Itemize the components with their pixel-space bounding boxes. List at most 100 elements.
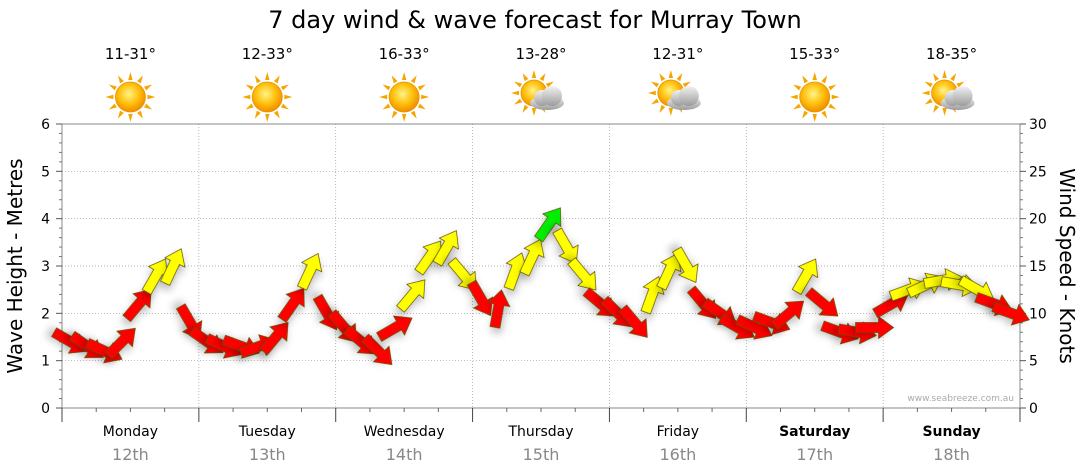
wind-arrow-shape [552,227,579,265]
wind-arrow [656,252,682,291]
wind-arrow [552,227,579,265]
right-tick-label: 0 [1029,401,1038,417]
partly-cloudy-icon [921,70,975,116]
sun-ray [650,81,659,88]
sun-ray [280,84,289,91]
left-tick-label: 5 [41,164,50,180]
sun-ray [254,75,261,84]
cloud-shape [940,86,975,110]
sun-ray [676,73,683,82]
sun-ray [802,110,809,119]
sun-rays [242,72,293,122]
wind-arrow-shape [991,301,1030,326]
left-axis-label: Wave Height - Metres [3,158,27,373]
temp-range: 12-33° [242,45,293,63]
wind-arrow [991,301,1030,326]
temp-range: 13-28° [515,45,566,63]
cloud-part [542,86,562,106]
sun-ray [245,103,254,110]
sun-ray [514,81,523,88]
wind-arrow-shape [160,248,186,286]
weather-icons-row: 11-31° 12-33° 16-33° 13-28° 12-31° 15-33° 18-3… [105,45,977,122]
sun-ray [137,75,143,84]
sun-ray [942,108,947,116]
sun-ray [382,103,391,110]
wind-arrow [567,257,597,291]
wind-arrow-shape [805,287,839,317]
wind-arrow [160,248,186,286]
sun-ray [812,72,817,80]
wind-arrow [297,252,323,291]
wind-arrow-shape [672,246,699,283]
sun-ray [514,98,523,105]
sun-disc [115,81,146,113]
sun-ray [793,103,802,110]
sun-ray [254,110,261,119]
wind-arrow-shape [487,289,511,329]
sun-ray [659,104,666,113]
wind-arrows [51,207,1030,366]
left-tick-label: 2 [41,306,50,322]
sun-ray [821,110,828,119]
grid [62,124,1020,408]
sun-ray [647,90,656,96]
sun-ray [401,72,407,80]
wind-arrow-shape [259,321,289,356]
wind-arrow [672,246,699,283]
sun-ray [117,75,124,84]
day-date: 18th [933,445,970,464]
wind-arrow-shape [567,257,597,291]
wind-arrow [686,285,717,319]
cloud-shape [530,86,564,110]
sun-ray [933,104,939,113]
wind-arrow-shape [466,279,494,317]
day-name: Saturday [779,424,850,440]
temp-range: 15-33° [789,45,840,63]
sun-ray [812,114,817,122]
wind-arrow-shape [297,252,323,291]
wind-arrow-shape [791,258,819,295]
sun-ray [128,72,133,80]
sun-ray [933,73,939,82]
sun-ray [284,94,293,100]
sun-ray [924,81,933,88]
wind-arrow [432,230,459,267]
sunny-icon [789,72,840,122]
wind-arrow-shape [770,300,805,330]
day-name: Tuesday [238,424,296,440]
wind-arrow [770,300,805,330]
sun-ray [144,84,153,91]
sun-rays [105,72,156,122]
sun-ray [265,114,270,122]
wind-arrow-shape [618,304,648,338]
wind-arrow [376,315,413,342]
sun-ray [539,73,546,82]
sun-ray [956,81,965,88]
cloud-part [678,86,699,106]
chart-title: 7 day wind & wave forecast for Murray To… [268,6,802,34]
wind-arrow [122,288,152,323]
sun-ray [417,84,426,91]
left-tick-label: 1 [41,354,50,370]
wind-arrow-shape [376,315,413,342]
sun-ray [828,84,837,91]
day-date: 15th [523,445,560,464]
wind-arrow-shape [361,333,393,366]
day-date: 13th [249,445,286,464]
temp-range: 18-35° [926,45,977,63]
day-name: Wednesday [364,424,445,440]
day-name: Sunday [922,424,980,440]
wind-arrow-shape [686,285,717,319]
plot-area [61,123,1021,409]
wind-arrow [361,333,393,366]
temp-range: 16-33° [379,45,430,63]
sun-ray [682,81,691,88]
sun-disc [388,81,420,113]
left-tick-label: 4 [41,212,50,228]
sun-ray [382,84,391,91]
sun-ray [531,70,537,78]
sunny-icon [242,72,293,122]
sun-ray [245,84,254,91]
sun-ray [105,94,114,100]
sun-ray [650,98,659,105]
